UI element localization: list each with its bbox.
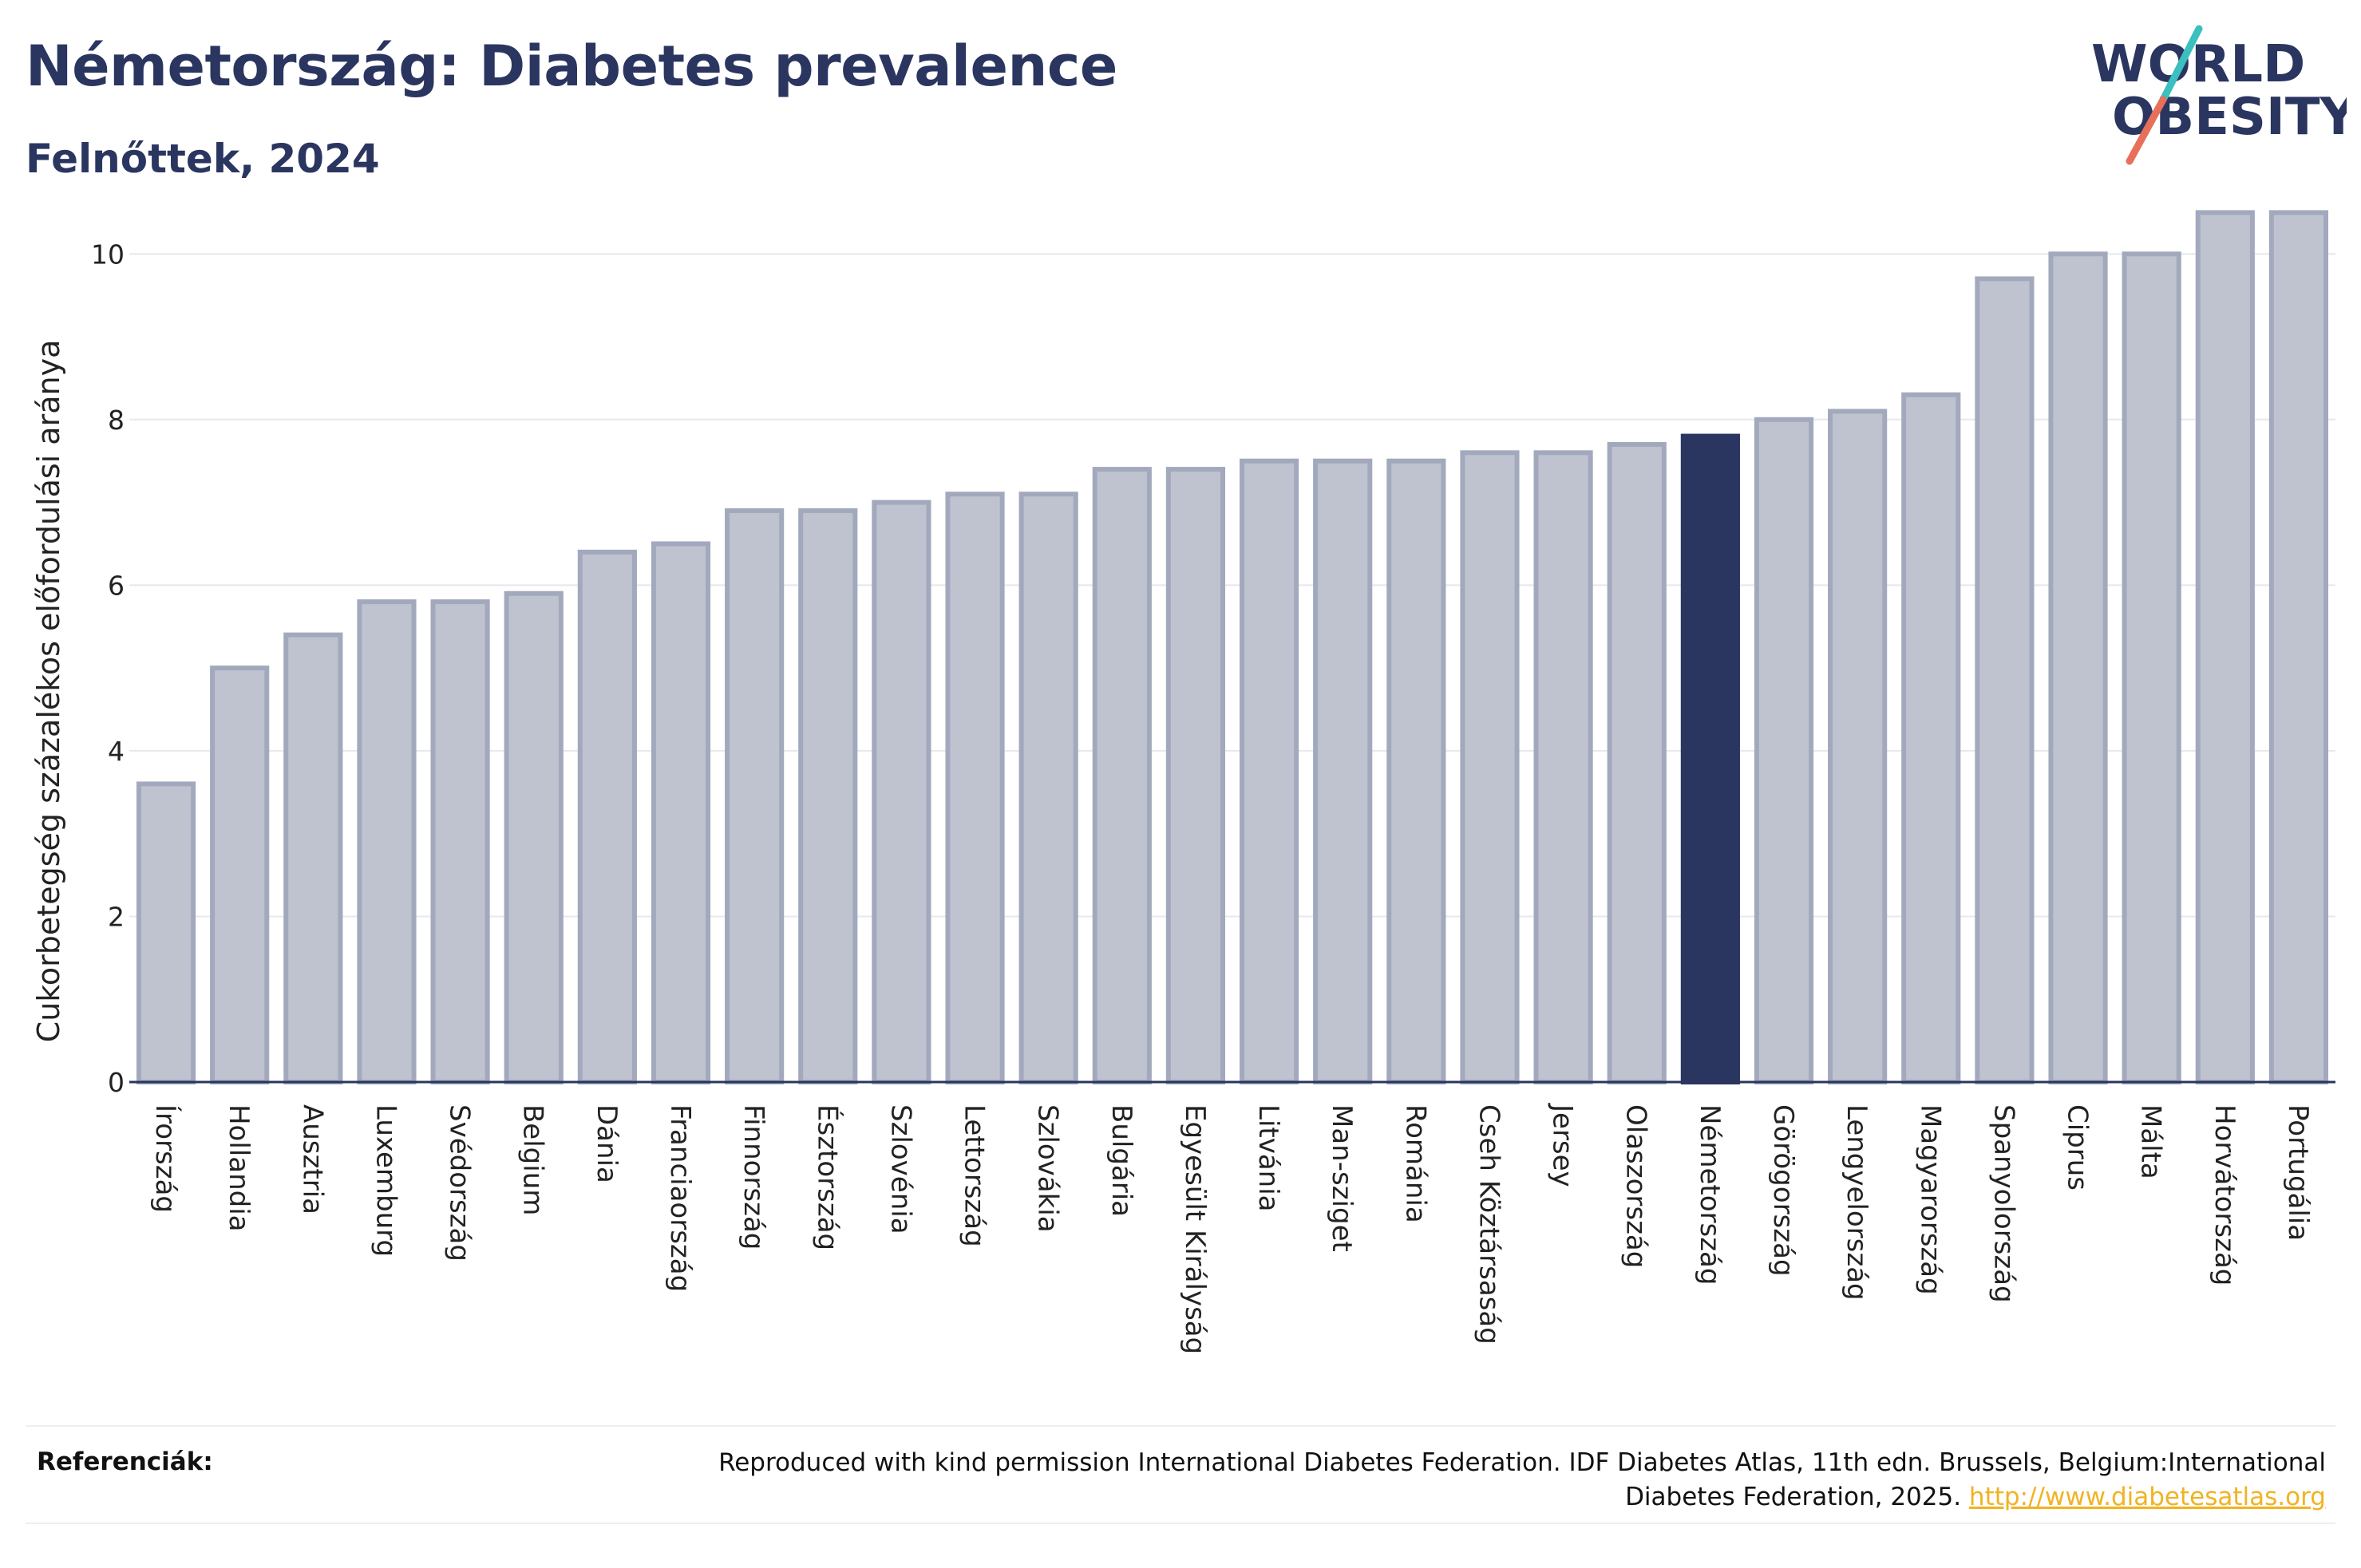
bar — [1386, 458, 1446, 1084]
x-tick-label: Olaszország — [1620, 1104, 1652, 1268]
x-tick-label: Belgium — [517, 1104, 549, 1215]
footer-divider-top — [26, 1425, 2335, 1427]
x-tick-label: Ciprus — [2062, 1104, 2094, 1191]
x-tick-label: Egyesült Királyság — [1179, 1104, 1211, 1354]
bar — [504, 590, 564, 1084]
bar — [1533, 450, 1593, 1084]
x-tick-label: Magyarország — [1914, 1104, 1946, 1295]
x-tick-label: Luxemburg — [370, 1104, 401, 1257]
x-tick-label: Finnország — [738, 1104, 769, 1250]
logo-line1: WORLD — [2091, 35, 2305, 94]
bar — [2122, 251, 2181, 1084]
x-tick-label: Lettország — [959, 1104, 991, 1247]
bar — [1901, 392, 1961, 1084]
x-tick-label: Románia — [1399, 1104, 1431, 1223]
y-tick-label: 4 — [108, 736, 125, 767]
y-tick-label: 2 — [108, 901, 125, 932]
references-citation: Reproduced with kind permission Internat… — [718, 1448, 2326, 1511]
bar — [210, 666, 270, 1084]
x-tick-label: Görögország — [1767, 1104, 1799, 1277]
bar — [577, 549, 637, 1084]
x-tick-label: Bulgária — [1105, 1104, 1137, 1217]
x-tick-label: Litvánia — [1252, 1104, 1284, 1212]
x-tick-label: Hollandia — [223, 1104, 255, 1232]
bar — [1018, 492, 1078, 1084]
bar — [1680, 433, 1740, 1084]
x-tick-label: Jersey — [1547, 1103, 1579, 1187]
x-tick-label: Spanyolország — [1987, 1104, 2019, 1303]
bar — [2195, 210, 2255, 1085]
bar — [136, 781, 196, 1084]
chart-subtitle: Felnőttek, 2024 — [26, 136, 380, 182]
bar — [1975, 276, 2035, 1084]
bar — [2268, 210, 2329, 1085]
x-tick-label: Németország — [1694, 1104, 1726, 1285]
bar — [1165, 467, 1226, 1084]
x-tick-label: Dánia — [591, 1104, 623, 1183]
bar — [357, 599, 417, 1084]
x-tick-label: Írország — [149, 1104, 182, 1213]
x-tick-label: Cseh Köztársaság — [1473, 1104, 1505, 1345]
logo-slash-coral — [2126, 96, 2167, 165]
bar — [798, 508, 858, 1084]
y-tick-label: 10 — [91, 239, 125, 270]
bar — [2048, 251, 2108, 1084]
bar — [1828, 409, 1888, 1084]
x-tick-label: Ausztria — [296, 1104, 328, 1215]
references-link[interactable]: http://www.diabetesatlas.org — [1968, 1483, 2326, 1511]
bar — [725, 508, 785, 1084]
x-tick-label: Man-sziget — [1326, 1104, 1358, 1252]
references-label: Referenciák: — [37, 1448, 213, 1476]
bar — [945, 492, 1005, 1084]
bar-chart: 0 2 4 6 8 10 Írország Hollandia Ausztria Luxembur… — [31, 210, 2335, 1354]
bar — [1607, 441, 1667, 1084]
y-axis-label: Cukorbetegség százalékos előfordulási ar… — [31, 340, 66, 1043]
x-tick-label: Lengyelország — [1841, 1104, 1873, 1301]
x-tick-label: Horvátország — [2209, 1104, 2240, 1286]
y-tick-label: 8 — [108, 405, 125, 436]
references-text: Reproduced with kind permission Internat… — [650, 1446, 2326, 1515]
x-tick-label: Franciaország — [664, 1104, 696, 1292]
x-tick-label: Portugália — [2282, 1104, 2314, 1241]
x-tick-label: Szlovénia — [884, 1104, 916, 1234]
x-tick-label: Svédország — [444, 1104, 476, 1262]
bar — [651, 541, 711, 1084]
bar — [1239, 458, 1299, 1084]
footer-divider-bottom — [26, 1523, 2335, 1524]
y-tick-label: 0 — [108, 1067, 125, 1098]
chart-title: Németország: Diabetes prevalence — [26, 34, 1117, 99]
x-tick-label: Szlovákia — [1032, 1104, 1064, 1233]
bar — [283, 632, 343, 1084]
world-obesity-logo: WORLD OBESITY — [2091, 25, 2347, 165]
bar — [1754, 417, 1814, 1084]
x-tick-label: Málta — [2135, 1104, 2167, 1179]
bar — [872, 500, 931, 1084]
bar — [1460, 450, 1520, 1084]
logo-slash-teal — [2159, 25, 2203, 104]
x-tick-label: Észtország — [811, 1104, 844, 1250]
bar — [430, 599, 490, 1084]
y-tick-label: 6 — [108, 570, 125, 601]
bar — [1092, 467, 1152, 1084]
bar — [1313, 458, 1373, 1084]
